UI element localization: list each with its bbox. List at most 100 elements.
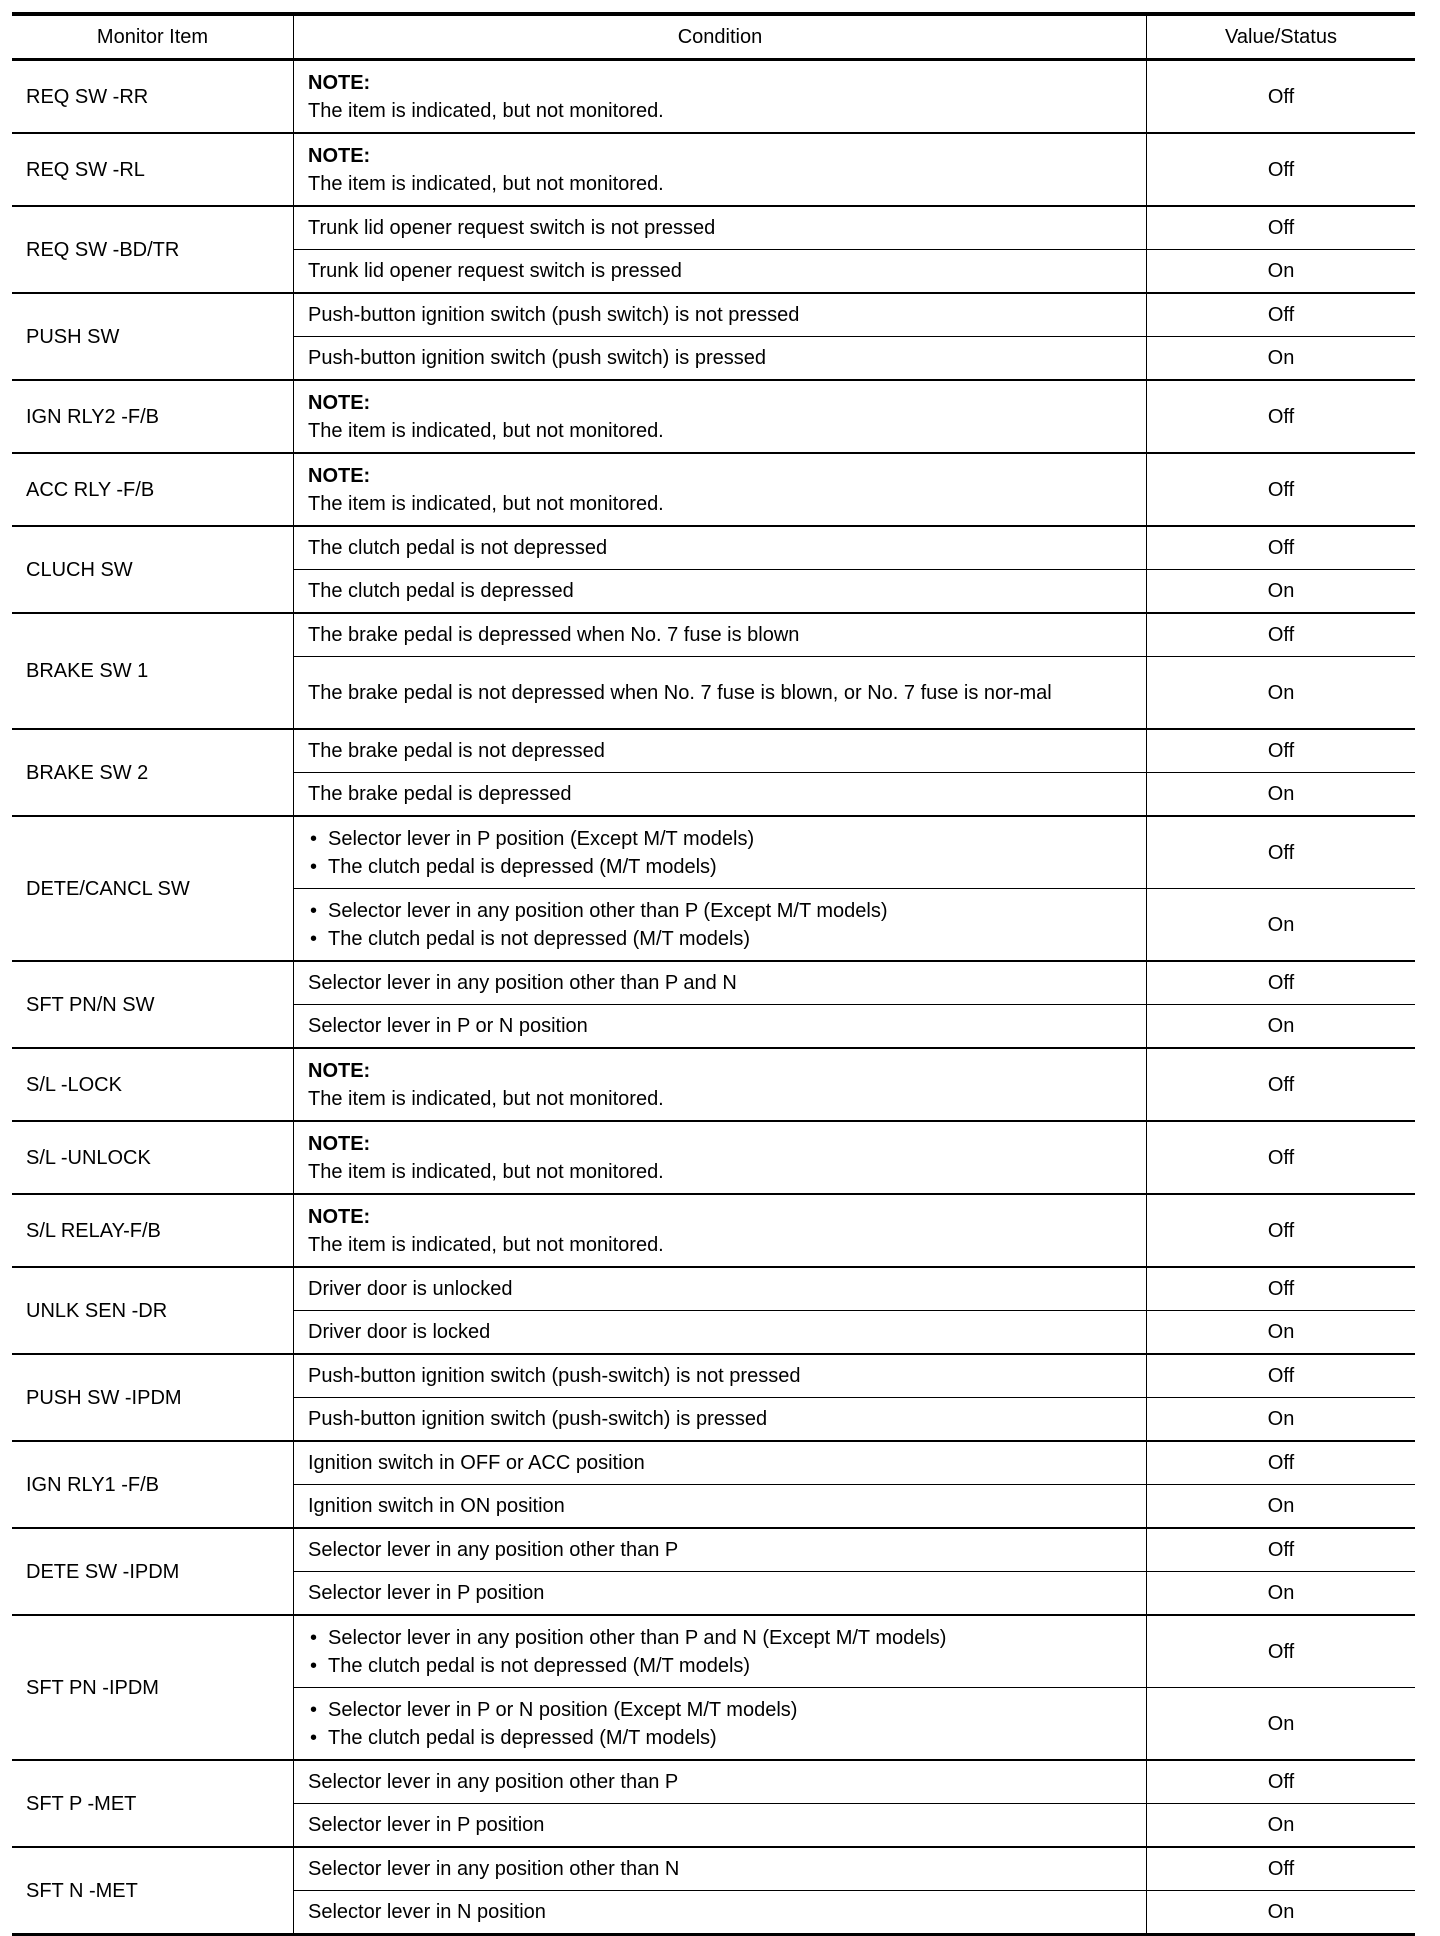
value-status-cell: On	[1146, 1571, 1415, 1615]
value-status-cell: Off	[1146, 205, 1415, 250]
note-label: NOTE:	[308, 464, 371, 487]
condition-cell: Push-button ignition switch (push-switch…	[293, 1397, 1147, 1441]
table-row: REQ SW -RL NOTE: The item is indicated, bu…	[12, 132, 1415, 206]
condition-text: Selector lever in P or N position	[308, 1015, 588, 1037]
condition-cell: NOTE: The item is indicated, but not moni…	[293, 1047, 1147, 1121]
condition-cell: Selector lever in any position other tha…	[293, 1846, 1147, 1891]
condition-bullet: The clutch pedal is not depressed (M/T m…	[308, 925, 1132, 953]
condition-text: The item is indicated, but not monitored…	[308, 1160, 664, 1183]
condition-cell: Selector lever in any position other tha…	[293, 1527, 1147, 1572]
condition-cell: Ignition switch in OFF or ACC position	[293, 1440, 1147, 1485]
condition-cell: Selector lever in P position (Except M/T…	[293, 815, 1147, 889]
table-row: S/L -LOCK NOTE: The item is indicated, but…	[12, 1047, 1415, 1121]
monitor-item-cell: ACC RLY -F/B	[12, 452, 294, 526]
condition-text: Trunk lid opener request switch is not p…	[308, 217, 716, 239]
condition-bullet: The clutch pedal is depressed (M/T model…	[308, 853, 1132, 881]
value-status-cell: On	[1146, 569, 1415, 613]
condition-cell: The brake pedal is not depressed when No…	[293, 656, 1147, 729]
value-status-cell: Off	[1146, 1266, 1415, 1311]
value-status-cell: On	[1146, 1484, 1415, 1528]
monitor-item-cell: S/L -LOCK	[12, 1047, 294, 1121]
condition-text: Trunk lid opener request switch is press…	[308, 260, 682, 282]
table-row: Selector lever in P or N position On	[12, 1004, 1415, 1048]
condition-cell: Selector lever in P or N position	[293, 1004, 1147, 1048]
condition-text: The item is indicated, but not monitored…	[308, 492, 664, 515]
condition-cell: Push-button ignition switch (push switch…	[293, 292, 1147, 337]
condition-text: Selector lever in any position other tha…	[308, 1771, 679, 1793]
monitor-item-cell: SFT PN/N SW	[12, 960, 294, 1048]
value-status-cell: Off	[1146, 815, 1415, 889]
note-label: NOTE:	[308, 71, 371, 94]
table-row: S/L RELAY-F/B NOTE: The item is indicated,…	[12, 1193, 1415, 1267]
table-row: Selector lever in P or N position (Excep…	[12, 1687, 1415, 1760]
table-row: Driver door is locked On	[12, 1310, 1415, 1354]
header-monitor-item: Monitor Item	[12, 12, 294, 61]
value-status-cell: Off	[1146, 1846, 1415, 1891]
table-row: BRAKE SW 1 The brake pedal is depressed w…	[12, 612, 1415, 729]
monitor-item-cell: IGN RLY2 -F/B	[12, 379, 294, 453]
value-status-cell: Off	[1146, 1120, 1415, 1194]
condition-cell: The brake pedal is depressed	[293, 772, 1147, 816]
condition-text: The item is indicated, but not monitored…	[308, 99, 664, 122]
monitor-item-cell: PUSH SW -IPDM	[12, 1353, 294, 1441]
condition-cell: Push-button ignition switch (push switch…	[293, 336, 1147, 380]
value-status-cell: Off	[1146, 525, 1415, 570]
table-row: Push-button ignition switch (push-switch…	[12, 1397, 1415, 1441]
table-row: The clutch pedal is depressed On	[12, 569, 1415, 613]
condition-cell: NOTE: The item is indicated, but not moni…	[293, 379, 1147, 453]
monitor-item-cell: S/L RELAY-F/B	[12, 1193, 294, 1267]
table-row: DETE/CANCL SW Selector lever in P positio…	[12, 815, 1415, 961]
table-row: The brake pedal is not depressed when No…	[12, 656, 1415, 729]
condition-bullet-list: Selector lever in any position other tha…	[308, 1624, 1132, 1680]
condition-cell: Selector lever in any position other tha…	[293, 960, 1147, 1005]
value-status-cell: On	[1146, 249, 1415, 293]
value-status-cell: Off	[1146, 1527, 1415, 1572]
condition-cell: Selector lever in any position other tha…	[293, 1759, 1147, 1804]
table-row: Selector lever in P position On	[12, 1803, 1415, 1847]
condition-text: Push-button ignition switch (push switch…	[308, 304, 800, 326]
condition-text: Selector lever in P position	[308, 1814, 545, 1836]
condition-cell: NOTE: The item is indicated, but not moni…	[293, 1193, 1147, 1267]
value-status-cell: Off	[1146, 1353, 1415, 1398]
table-row: Selector lever in P position On	[12, 1571, 1415, 1615]
table-row: PUSH SW Push-button ignition switch (push…	[12, 292, 1415, 380]
condition-text: The brake pedal is not depressed when No…	[308, 681, 1052, 704]
table-row: SFT P -MET Selector lever in any position…	[12, 1759, 1415, 1847]
table-row: UNLK SEN -DR Driver door is unlocked Off	[12, 1266, 1415, 1354]
condition-text: The clutch pedal is depressed	[308, 580, 574, 602]
value-status-cell: On	[1146, 1687, 1415, 1760]
note-label: NOTE:	[308, 1132, 371, 1155]
monitor-item-cell: S/L -UNLOCK	[12, 1120, 294, 1194]
value-status-cell: Off	[1146, 1759, 1415, 1804]
monitor-item-cell: IGN RLY1 -F/B	[12, 1440, 294, 1528]
value-status-cell: Off	[1146, 1614, 1415, 1688]
value-status-cell: On	[1146, 656, 1415, 729]
condition-text: The brake pedal is not depressed	[308, 740, 605, 762]
monitor-item-cell: SFT PN -IPDM	[12, 1614, 294, 1760]
note-label: NOTE:	[308, 391, 371, 414]
table-row: SFT PN/N SW Selector lever in any positio…	[12, 960, 1415, 1048]
value-status-cell: On	[1146, 1004, 1415, 1048]
condition-text: Push-button ignition switch (push-switch…	[308, 1408, 768, 1430]
condition-text: The item is indicated, but not monitored…	[308, 1087, 664, 1110]
condition-cell: Ignition switch in ON position	[293, 1484, 1147, 1528]
condition-text: Push-button ignition switch (push-switch…	[308, 1365, 801, 1387]
value-status-cell: Off	[1146, 292, 1415, 337]
condition-cell: The clutch pedal is not depressed	[293, 525, 1147, 570]
condition-cell: Selector lever in P or N position (Excep…	[293, 1687, 1147, 1760]
condition-cell: Selector lever in P position	[293, 1803, 1147, 1847]
condition-cell: Selector lever in N position	[293, 1890, 1147, 1936]
table-row: CLUCH SW The clutch pedal is not depresse…	[12, 525, 1415, 613]
value-status-cell: Off	[1146, 58, 1415, 133]
condition-cell: NOTE: The item is indicated, but not moni…	[293, 452, 1147, 526]
condition-cell: Trunk lid opener request switch is not p…	[293, 205, 1147, 250]
condition-cell: Trunk lid opener request switch is press…	[293, 249, 1147, 293]
value-status-cell: Off	[1146, 1047, 1415, 1121]
monitor-item-cell: UNLK SEN -DR	[12, 1266, 294, 1354]
condition-cell: NOTE: The item is indicated, but not moni…	[293, 132, 1147, 206]
condition-text: Ignition switch in OFF or ACC position	[308, 1452, 645, 1474]
value-status-cell: Off	[1146, 452, 1415, 526]
condition-bullet-list: Selector lever in any position other tha…	[308, 897, 1132, 953]
value-status-cell: On	[1146, 1310, 1415, 1354]
value-status-cell: On	[1146, 1397, 1415, 1441]
